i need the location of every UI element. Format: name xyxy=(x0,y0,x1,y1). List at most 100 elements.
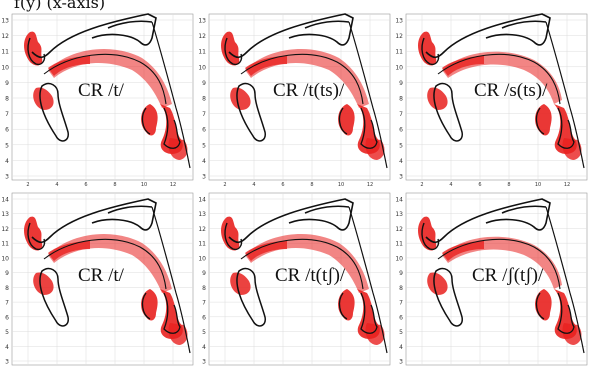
lower-lip-region xyxy=(427,87,448,110)
y-tick-label: 13 xyxy=(1,18,9,25)
y-tick-label: 12 xyxy=(1,33,9,40)
y-tick-label: 11 xyxy=(1,241,9,248)
velum-outline xyxy=(304,20,350,29)
palate-outline xyxy=(31,13,157,59)
y-tick-label: 10 xyxy=(198,64,206,71)
tongue-outline xyxy=(43,53,167,105)
y-tick-label: 6 xyxy=(399,314,403,321)
tongue-outline xyxy=(437,53,561,105)
pharynx-wall-outline xyxy=(545,206,585,354)
velum-outline xyxy=(107,20,153,29)
tract-shapes xyxy=(418,198,585,354)
x-tick-label: 12 xyxy=(170,182,176,188)
y-tick-label: 9 xyxy=(202,270,206,277)
epiglottis-region xyxy=(141,104,158,136)
x-tick-label: 8 xyxy=(507,182,510,188)
y-tick-label: 7 xyxy=(399,300,403,307)
glottis-region xyxy=(562,138,582,160)
x-tick-label: 10 xyxy=(535,182,541,188)
epiglottis-region xyxy=(535,289,552,321)
glottis-region xyxy=(168,323,188,345)
tongue-outline xyxy=(240,53,364,105)
y-tick-label: 13 xyxy=(198,211,206,218)
y-tick-label: 11 xyxy=(395,49,403,56)
x-tick-label: 2 xyxy=(223,182,226,188)
glottis-region xyxy=(365,138,385,160)
tongue-blade-region xyxy=(245,241,287,261)
y-tick-label: 9 xyxy=(399,270,403,277)
upper-lip-outline xyxy=(421,37,440,66)
y-tick-label: 8 xyxy=(399,96,403,103)
palate-outline xyxy=(31,198,157,244)
jaw-outline xyxy=(39,267,69,327)
y-tick-label: 8 xyxy=(5,285,9,292)
y-tick-label: 6 xyxy=(399,127,403,134)
epiglottis-outline xyxy=(338,107,348,135)
y-tick-label: 4 xyxy=(5,158,9,165)
tongue-outline xyxy=(43,238,167,290)
jaw-outline xyxy=(433,267,463,327)
tract-shapes xyxy=(221,13,388,169)
panel-6: 14 13 12 11 10 9 8 7 6 5 4 3 CR /ʃ(tʃ)/ xyxy=(394,189,591,369)
palate-outline xyxy=(228,13,354,59)
epiglottis-outline xyxy=(141,292,151,320)
epiglottis-region xyxy=(338,104,355,136)
x-tick-label: 10 xyxy=(338,182,344,188)
glottis-region xyxy=(365,323,385,345)
y-tick-label: 5 xyxy=(5,142,9,149)
y-tick-label: 8 xyxy=(5,96,9,103)
y-tick-label: 5 xyxy=(399,142,403,149)
x-tick-label: 6 xyxy=(84,182,87,188)
y-tick-label: 9 xyxy=(5,270,9,277)
y-tick-label: 4 xyxy=(202,344,206,351)
x-tick-label: 8 xyxy=(113,182,116,188)
x-tick-label: 8 xyxy=(310,182,313,188)
lower-lip-region xyxy=(33,87,54,110)
y-tick-label: 10 xyxy=(1,64,9,71)
y-tick-label: 11 xyxy=(395,241,403,248)
tongue-blade-region xyxy=(48,241,90,261)
epiglottis-outline xyxy=(141,107,151,135)
lower-lip-region xyxy=(230,87,251,110)
y-tick-label: 8 xyxy=(399,285,403,292)
larynx-outline xyxy=(557,107,575,149)
epiglottis-region xyxy=(535,104,552,136)
upper-lip-outline xyxy=(421,222,440,251)
tract-shapes xyxy=(24,198,191,354)
y-tick-label: 9 xyxy=(202,80,206,87)
y-tick-label: 3 xyxy=(202,174,206,181)
top-caption-strip: f(y) (x-axis) xyxy=(0,0,593,14)
jaw-outline xyxy=(236,82,266,142)
velum-outline xyxy=(107,205,153,214)
panel-4-plot: 14 13 12 11 10 9 8 7 6 5 4 3 xyxy=(1,192,194,366)
panel-3-label: CR /s(ts)/ xyxy=(474,80,548,101)
larynx-outline xyxy=(163,107,181,149)
epiglottis-outline xyxy=(338,292,348,320)
y-tick-label: 6 xyxy=(5,314,9,321)
x-tick-label: 6 xyxy=(478,182,481,188)
y-tick-label: 3 xyxy=(202,359,206,366)
y-tick-label: 4 xyxy=(399,158,403,165)
panel-4-label: CR /t/ xyxy=(78,265,124,286)
y-tick-label: 5 xyxy=(5,329,9,336)
y-tick-label: 10 xyxy=(395,255,403,262)
tongue-blade-region xyxy=(442,241,484,261)
y-tick-label: 5 xyxy=(202,329,206,336)
y-tick-label: 13 xyxy=(395,18,403,25)
larynx-outline xyxy=(360,107,378,149)
x-tick-label: 2 xyxy=(26,182,29,188)
y-tick-label: 7 xyxy=(5,300,9,307)
y-tick-label: 3 xyxy=(5,359,9,366)
y-tick-label: 4 xyxy=(5,344,9,351)
y-tick-label: 6 xyxy=(5,127,9,134)
pharynx-wall-outline xyxy=(348,21,388,169)
y-tick-label: 5 xyxy=(202,142,206,149)
upper-lip-outline xyxy=(224,222,243,251)
epiglottis-outline xyxy=(535,107,545,135)
upper-lip-outline xyxy=(27,37,46,66)
y-tick-label: 11 xyxy=(198,49,206,56)
jaw-outline xyxy=(236,267,266,327)
y-tick-label: 11 xyxy=(198,241,206,248)
pharynx-wall-outline xyxy=(151,21,191,169)
y-tick-label: 6 xyxy=(202,314,206,321)
